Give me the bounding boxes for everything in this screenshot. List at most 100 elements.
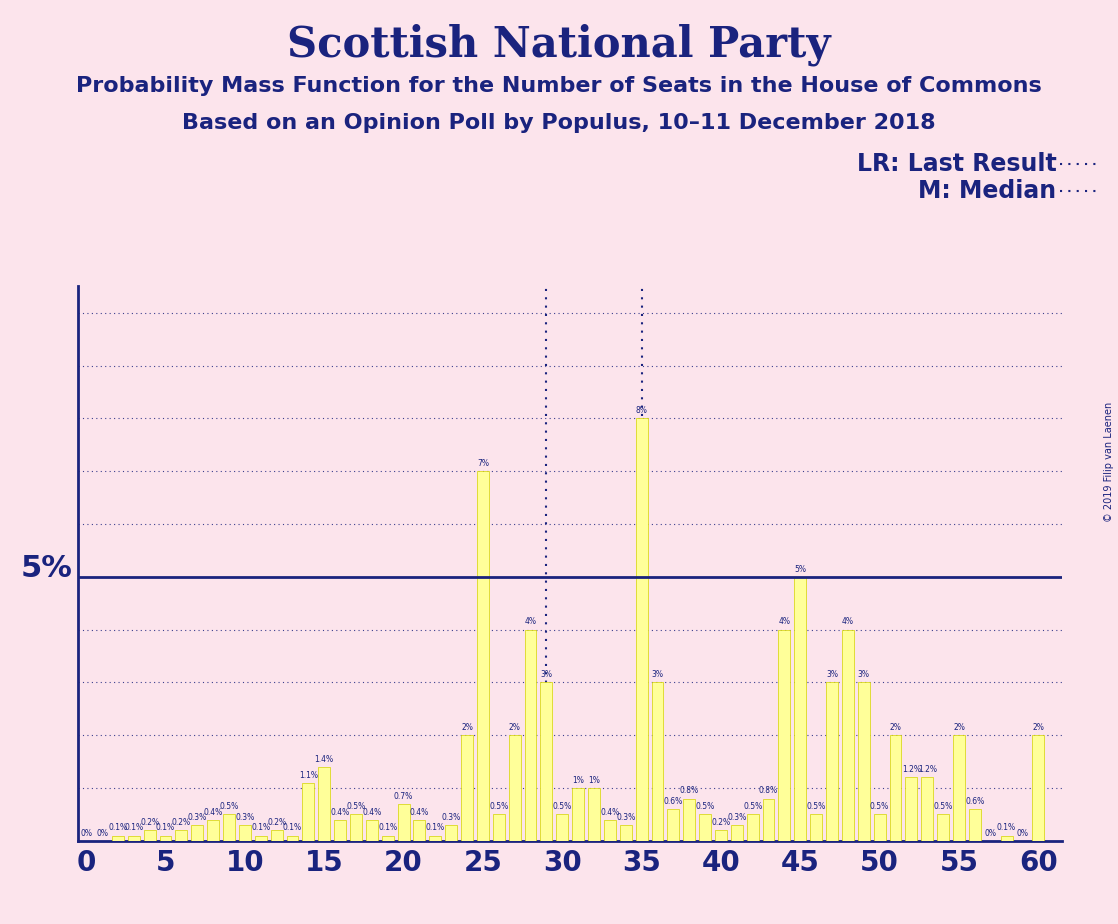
Bar bbox=[160, 835, 171, 841]
Text: 0.3%: 0.3% bbox=[235, 813, 255, 821]
Text: 0.5%: 0.5% bbox=[743, 802, 762, 811]
Bar bbox=[906, 777, 917, 841]
Bar bbox=[112, 835, 124, 841]
Bar bbox=[224, 814, 235, 841]
Bar bbox=[191, 825, 203, 841]
Text: 0%: 0% bbox=[96, 829, 108, 838]
Text: 0.5%: 0.5% bbox=[934, 802, 953, 811]
Text: 0.1%: 0.1% bbox=[157, 823, 176, 833]
Text: © 2019 Filip van Laenen: © 2019 Filip van Laenen bbox=[1105, 402, 1114, 522]
Text: 2%: 2% bbox=[509, 723, 521, 732]
Bar bbox=[572, 788, 584, 841]
Bar bbox=[366, 820, 378, 841]
Text: 2%: 2% bbox=[461, 723, 473, 732]
Bar bbox=[778, 629, 790, 841]
Bar bbox=[873, 814, 885, 841]
Text: 0.1%: 0.1% bbox=[378, 823, 397, 833]
Text: 0.3%: 0.3% bbox=[616, 813, 635, 821]
Text: 0.4%: 0.4% bbox=[362, 808, 381, 817]
Bar bbox=[302, 783, 314, 841]
Text: 1.4%: 1.4% bbox=[314, 755, 334, 764]
Bar bbox=[144, 831, 155, 841]
Text: LR: Last Result: LR: Last Result bbox=[856, 152, 1057, 176]
Text: 0.4%: 0.4% bbox=[203, 808, 222, 817]
Text: 0.1%: 0.1% bbox=[426, 823, 445, 833]
Text: 0.5%: 0.5% bbox=[806, 802, 826, 811]
Bar bbox=[239, 825, 250, 841]
Text: 0.4%: 0.4% bbox=[600, 808, 619, 817]
Text: 0%: 0% bbox=[985, 829, 996, 838]
Text: 3%: 3% bbox=[540, 670, 552, 679]
Text: 4%: 4% bbox=[524, 617, 537, 626]
Bar bbox=[286, 835, 299, 841]
Bar bbox=[429, 835, 442, 841]
Text: 0.1%: 0.1% bbox=[283, 823, 302, 833]
Bar bbox=[207, 820, 219, 841]
Bar bbox=[477, 471, 489, 841]
Text: 7%: 7% bbox=[477, 459, 489, 468]
Bar bbox=[794, 577, 806, 841]
Text: 0%: 0% bbox=[80, 829, 92, 838]
Text: 0.2%: 0.2% bbox=[172, 818, 191, 827]
Text: 4%: 4% bbox=[778, 617, 790, 626]
Bar bbox=[334, 820, 347, 841]
Bar bbox=[540, 683, 552, 841]
Text: 2%: 2% bbox=[953, 723, 965, 732]
Text: 1.2%: 1.2% bbox=[902, 765, 921, 774]
Text: 0.2%: 0.2% bbox=[267, 818, 286, 827]
Bar bbox=[398, 804, 409, 841]
Text: 0.4%: 0.4% bbox=[331, 808, 350, 817]
Text: Probability Mass Function for the Number of Seats in the House of Commons: Probability Mass Function for the Number… bbox=[76, 76, 1042, 96]
Text: 5%: 5% bbox=[21, 553, 73, 583]
Text: 0.1%: 0.1% bbox=[252, 823, 271, 833]
Bar bbox=[699, 814, 711, 841]
Bar bbox=[667, 809, 680, 841]
Text: 0.5%: 0.5% bbox=[552, 802, 572, 811]
Text: 4%: 4% bbox=[842, 617, 854, 626]
Text: 1.1%: 1.1% bbox=[299, 771, 318, 780]
Text: 0.5%: 0.5% bbox=[870, 802, 889, 811]
Bar bbox=[127, 835, 140, 841]
Text: 0.1%: 0.1% bbox=[997, 823, 1016, 833]
Text: 0.1%: 0.1% bbox=[108, 823, 127, 833]
Bar bbox=[636, 419, 647, 841]
Bar bbox=[493, 814, 504, 841]
Bar bbox=[1001, 835, 1013, 841]
Text: M: Median: M: Median bbox=[918, 179, 1057, 203]
Text: Based on an Opinion Poll by Populus, 10–11 December 2018: Based on an Opinion Poll by Populus, 10–… bbox=[182, 113, 936, 133]
Bar bbox=[921, 777, 934, 841]
Text: 1%: 1% bbox=[588, 776, 600, 784]
Text: 0%: 0% bbox=[1016, 829, 1029, 838]
Text: 0.5%: 0.5% bbox=[695, 802, 714, 811]
Text: 1.2%: 1.2% bbox=[918, 765, 937, 774]
Bar bbox=[747, 814, 759, 841]
Bar bbox=[176, 831, 188, 841]
Text: 3%: 3% bbox=[858, 670, 870, 679]
Bar bbox=[858, 683, 870, 841]
Bar bbox=[619, 825, 632, 841]
Text: 0.5%: 0.5% bbox=[347, 802, 366, 811]
Text: 0.5%: 0.5% bbox=[219, 802, 238, 811]
Bar bbox=[255, 835, 267, 841]
Bar bbox=[683, 798, 695, 841]
Text: 0.6%: 0.6% bbox=[965, 797, 985, 806]
Bar bbox=[381, 835, 394, 841]
Bar bbox=[319, 767, 330, 841]
Text: 0.8%: 0.8% bbox=[680, 786, 699, 796]
Bar bbox=[604, 820, 616, 841]
Text: 3%: 3% bbox=[652, 670, 663, 679]
Bar bbox=[445, 825, 457, 841]
Text: 0.3%: 0.3% bbox=[188, 813, 207, 821]
Bar bbox=[461, 736, 473, 841]
Bar bbox=[524, 629, 537, 841]
Bar bbox=[811, 814, 822, 841]
Bar bbox=[509, 736, 521, 841]
Bar bbox=[271, 831, 283, 841]
Text: Scottish National Party: Scottish National Party bbox=[287, 23, 831, 66]
Text: 8%: 8% bbox=[636, 407, 647, 415]
Bar bbox=[969, 809, 980, 841]
Text: 0.2%: 0.2% bbox=[711, 818, 730, 827]
Text: 2%: 2% bbox=[1032, 723, 1044, 732]
Bar bbox=[1032, 736, 1044, 841]
Bar bbox=[842, 629, 854, 841]
